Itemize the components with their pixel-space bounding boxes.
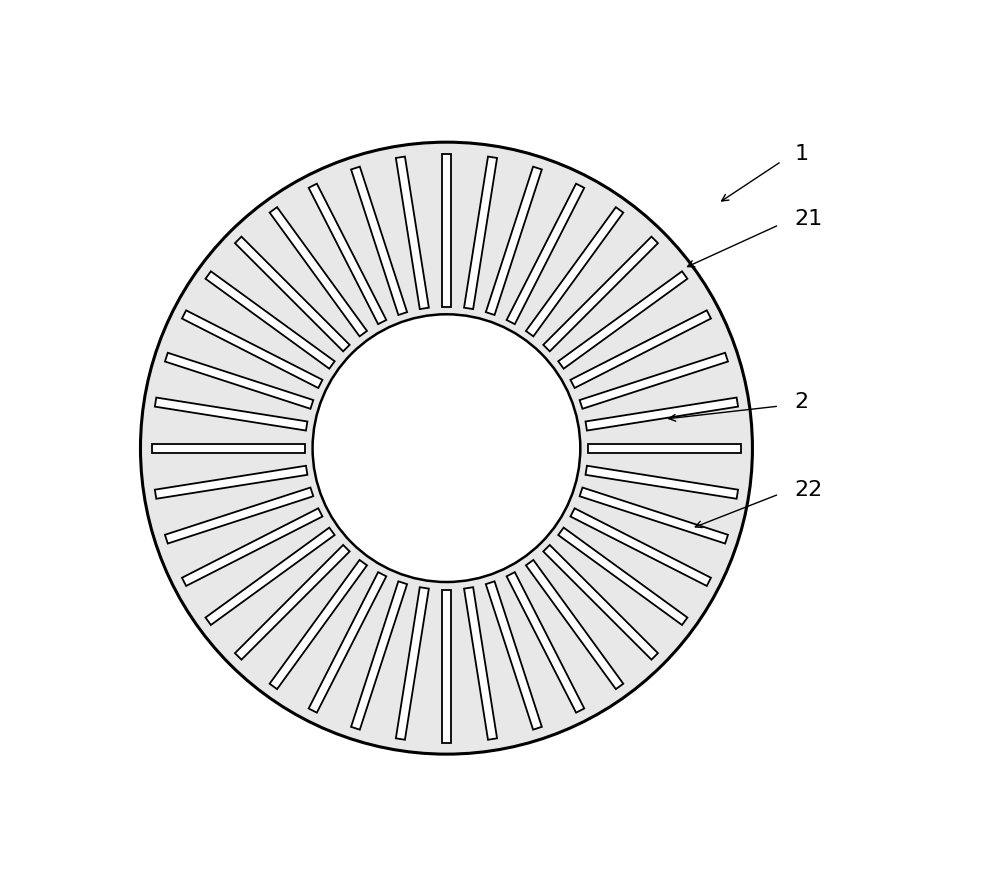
- Polygon shape: [507, 183, 584, 324]
- Polygon shape: [464, 157, 497, 309]
- Polygon shape: [155, 397, 307, 431]
- Text: 1: 1: [795, 144, 809, 164]
- Polygon shape: [396, 588, 429, 740]
- Circle shape: [313, 315, 580, 582]
- Polygon shape: [351, 581, 407, 729]
- Polygon shape: [205, 528, 335, 625]
- Polygon shape: [235, 237, 350, 352]
- Polygon shape: [588, 443, 741, 453]
- Polygon shape: [526, 560, 623, 689]
- Polygon shape: [152, 443, 305, 453]
- Circle shape: [140, 142, 752, 754]
- Polygon shape: [442, 589, 451, 743]
- Polygon shape: [205, 271, 335, 368]
- Text: 22: 22: [795, 480, 823, 500]
- Polygon shape: [543, 237, 658, 352]
- Polygon shape: [580, 487, 728, 544]
- Polygon shape: [182, 310, 322, 388]
- Polygon shape: [580, 352, 728, 409]
- Polygon shape: [165, 487, 313, 544]
- Polygon shape: [507, 572, 584, 713]
- Polygon shape: [558, 528, 687, 625]
- Text: 21: 21: [795, 209, 823, 229]
- Polygon shape: [526, 207, 623, 337]
- Polygon shape: [570, 508, 711, 586]
- Polygon shape: [235, 545, 350, 660]
- Polygon shape: [270, 560, 367, 689]
- Polygon shape: [309, 183, 386, 324]
- Polygon shape: [586, 466, 738, 499]
- Polygon shape: [165, 352, 313, 409]
- Polygon shape: [442, 153, 451, 307]
- Polygon shape: [586, 397, 738, 431]
- Polygon shape: [464, 588, 497, 740]
- Polygon shape: [182, 508, 322, 586]
- Polygon shape: [309, 572, 386, 713]
- Polygon shape: [543, 545, 658, 660]
- Polygon shape: [155, 466, 307, 499]
- Text: 2: 2: [795, 392, 809, 412]
- Polygon shape: [558, 271, 687, 368]
- Polygon shape: [570, 310, 711, 388]
- Polygon shape: [270, 207, 367, 337]
- Polygon shape: [486, 167, 542, 315]
- Polygon shape: [486, 581, 542, 729]
- Polygon shape: [351, 167, 407, 315]
- Polygon shape: [396, 157, 429, 309]
